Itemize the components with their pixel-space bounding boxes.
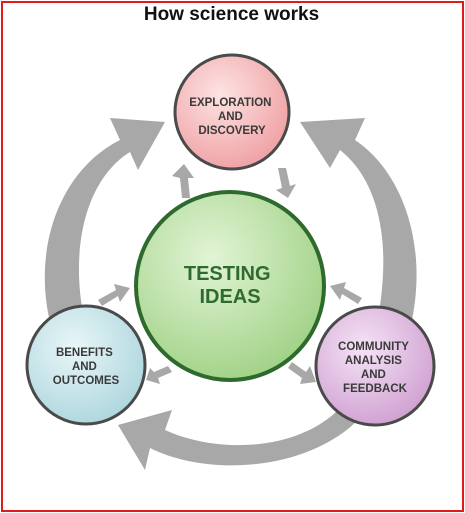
arrow-exploration-to-testing	[276, 168, 296, 198]
node-benefits: BENEFITS AND OUTCOMES	[25, 304, 147, 426]
arrow-benefits-to-testing	[98, 284, 130, 306]
arrow-community-to-benefits	[118, 408, 360, 470]
arrow-benefits-to-exploration	[44, 118, 165, 330]
node-community-label: COMMUNITY ANALYSIS AND FEEDBACK	[338, 341, 412, 395]
node-exploration-label: EXPLORATION AND DISCOVERY	[189, 97, 274, 137]
outer-cycle-arrows	[44, 118, 417, 470]
arrow-testing-to-benefits	[146, 366, 172, 384]
node-exploration: EXPLORATION AND DISCOVERY	[173, 53, 291, 171]
node-benefits-label: BENEFITS AND OUTCOMES	[53, 347, 120, 387]
node-testing: TESTING IDEAS	[134, 190, 326, 382]
arrow-community-to-testing	[330, 282, 362, 304]
arrow-community-to-exploration	[300, 118, 417, 320]
node-testing-label: TESTING IDEAS	[184, 263, 276, 308]
arrow-testing-to-exploration	[172, 164, 194, 198]
page-title: How science works	[143, 4, 320, 25]
arrow-testing-to-community	[288, 362, 316, 384]
node-community: COMMUNITY ANALYSIS AND FEEDBACK	[314, 305, 436, 427]
inner-arrows	[98, 164, 362, 384]
